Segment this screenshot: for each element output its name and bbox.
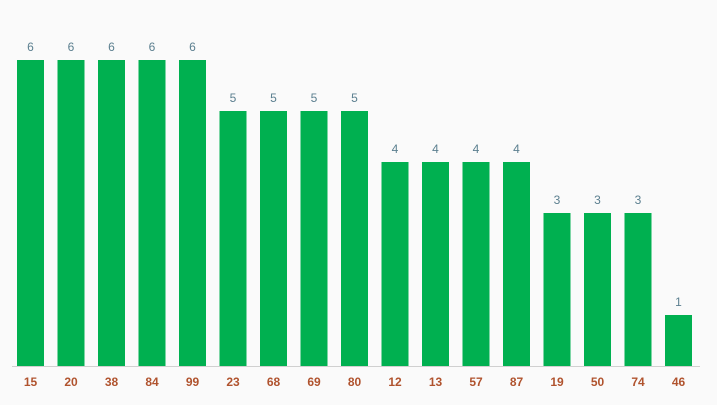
value-label: 3 — [594, 193, 601, 207]
x-tick-label: 13 — [429, 375, 443, 389]
x-tick-label: 50 — [591, 375, 605, 389]
x-tick-label: 68 — [267, 375, 281, 389]
bar — [624, 213, 652, 366]
bar — [17, 60, 44, 366]
bar — [98, 60, 125, 366]
bar — [219, 111, 247, 366]
x-tick-label: 87 — [510, 375, 524, 389]
bar — [422, 162, 449, 366]
x-tick-label: 23 — [226, 375, 240, 389]
bar — [341, 111, 368, 366]
value-label: 1 — [675, 295, 682, 309]
value-label: 6 — [149, 40, 156, 54]
value-label: 6 — [27, 40, 34, 54]
value-label: 6 — [68, 40, 75, 54]
x-tick-label: 74 — [631, 375, 645, 389]
x-tick-label: 15 — [24, 375, 38, 389]
x-tick-label: 20 — [64, 375, 78, 389]
value-label: 5 — [270, 91, 277, 105]
value-label: 6 — [189, 40, 196, 54]
bar — [260, 111, 287, 366]
x-tick-label: 12 — [388, 375, 402, 389]
bar — [584, 213, 611, 366]
value-label: 4 — [513, 142, 520, 156]
bar — [138, 60, 166, 366]
bar — [381, 162, 409, 366]
x-tick-label: 57 — [469, 375, 483, 389]
x-tick-label: 99 — [186, 375, 200, 389]
value-label: 5 — [351, 91, 358, 105]
value-label: 4 — [473, 142, 480, 156]
x-tick-label: 80 — [348, 375, 362, 389]
x-tick-label: 46 — [672, 375, 686, 389]
value-label: 3 — [554, 193, 561, 207]
bar — [179, 60, 206, 366]
x-tick-label: 19 — [550, 375, 564, 389]
value-label: 4 — [392, 142, 399, 156]
bar — [462, 162, 490, 366]
bar — [543, 213, 571, 366]
x-tick-label: 84 — [145, 375, 159, 389]
value-label: 4 — [432, 142, 439, 156]
bar — [57, 60, 85, 366]
value-label: 5 — [230, 91, 237, 105]
bar — [503, 162, 530, 366]
value-label: 5 — [311, 91, 318, 105]
bar — [665, 315, 692, 366]
value-label: 3 — [635, 193, 642, 207]
value-label: 6 — [108, 40, 115, 54]
bar — [300, 111, 328, 366]
x-tick-label: 38 — [105, 375, 119, 389]
x-tick-label: 69 — [307, 375, 321, 389]
